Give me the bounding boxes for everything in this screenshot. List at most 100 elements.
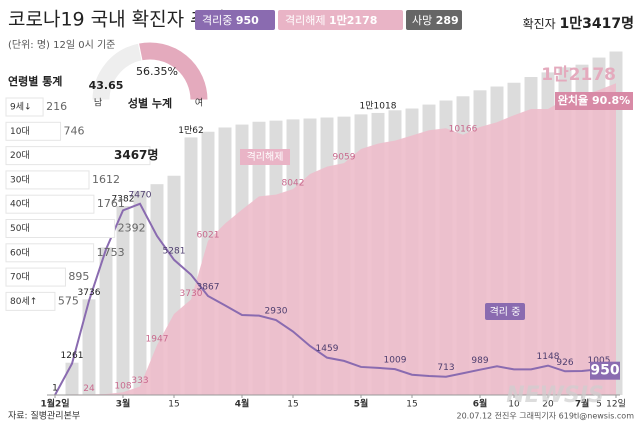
donut-category: 여 bbox=[195, 97, 203, 109]
bar bbox=[65, 362, 79, 395]
x-tick-label: 15 bbox=[406, 400, 417, 410]
age-value: 746 bbox=[64, 124, 85, 137]
age-bar bbox=[5, 243, 95, 263]
data-label: 989 bbox=[471, 356, 488, 366]
x-tick-label: 15 bbox=[287, 400, 298, 410]
data-label: 8042 bbox=[282, 179, 305, 189]
donut-value: 56.35% bbox=[136, 65, 178, 78]
age-bar bbox=[5, 267, 66, 287]
data-label: 333 bbox=[131, 376, 148, 386]
data-label: 10166 bbox=[449, 124, 478, 134]
age-value: 2392 bbox=[118, 222, 146, 235]
x-tick-label: 5 bbox=[596, 400, 602, 410]
data-label: 9059 bbox=[333, 153, 356, 163]
data-label: 1009 bbox=[384, 356, 407, 366]
donut-title: 성별 누계 bbox=[128, 96, 172, 110]
total-confirmed: 확진자 1만3417명 bbox=[523, 15, 634, 32]
badge-value: 950 bbox=[236, 14, 259, 27]
final-isolating-label: 950 bbox=[590, 363, 619, 379]
line-tag bbox=[485, 303, 525, 320]
age-value: 1761 bbox=[97, 197, 125, 210]
badge-label: 사망 bbox=[412, 14, 432, 27]
age-value: 1753 bbox=[97, 246, 125, 259]
area bbox=[55, 83, 616, 396]
data-label: 3730 bbox=[180, 289, 203, 299]
data-label: 7382 bbox=[112, 195, 135, 205]
badge-isolating-text: 격리중 950 bbox=[202, 14, 259, 27]
x-tick-label: 3월 bbox=[116, 398, 131, 410]
badge-value: 1만2178 bbox=[329, 13, 377, 27]
age-value: 1612 bbox=[92, 173, 120, 186]
donut-value: 43.65 bbox=[89, 79, 124, 92]
total-value: 1만3417명 bbox=[560, 15, 634, 32]
data-label: 3736 bbox=[78, 288, 101, 298]
source: 자료: 질병관리본부 bbox=[8, 410, 80, 422]
bar bbox=[133, 190, 147, 395]
data-label: 713 bbox=[437, 363, 454, 373]
badge-value: 289 bbox=[436, 14, 459, 27]
age-bar bbox=[5, 97, 44, 117]
recovery-label: 완치율 bbox=[558, 93, 588, 107]
x-tick-label: 12일 bbox=[606, 399, 626, 410]
age-category: 9세↓ bbox=[10, 102, 32, 113]
age-bar bbox=[5, 121, 62, 141]
x-tick-label: 20 bbox=[542, 400, 554, 410]
data-label: 5281 bbox=[163, 246, 186, 256]
data-label: 926 bbox=[556, 358, 573, 368]
badge-label: 격리해제 bbox=[285, 13, 325, 27]
badge-released bbox=[278, 10, 403, 30]
subtitle: (단위: 명) 12일 0시 기준 bbox=[8, 38, 115, 51]
x-tick-label: 10 bbox=[508, 400, 520, 410]
badge-deaths bbox=[406, 10, 462, 30]
age-category: 40대 bbox=[10, 199, 30, 210]
data-label: 24 bbox=[83, 384, 95, 394]
recovery-text: 완치율 90.8% bbox=[558, 93, 630, 107]
age-value: 895 bbox=[68, 270, 89, 283]
x-tick-label: 15 bbox=[168, 400, 179, 410]
badge-deaths-text: 사망 289 bbox=[412, 14, 459, 27]
age-bar bbox=[5, 170, 90, 190]
total-label: 확진자 bbox=[523, 17, 556, 31]
data-label: 3867 bbox=[197, 283, 220, 293]
final-isolating-box bbox=[590, 361, 620, 380]
final-released-label: 1만2178 bbox=[541, 65, 616, 85]
recovery-tag bbox=[555, 92, 633, 110]
data-label: 1만1018 bbox=[360, 100, 397, 111]
age-bar bbox=[5, 146, 151, 166]
recovery-value: 90.8% bbox=[592, 94, 630, 107]
donut-category: 남 bbox=[94, 98, 102, 109]
age-category: 30대 bbox=[10, 174, 30, 185]
age-chart: 연령별 통계 9세↓ 216 10대 746 20대 3467명 30대 1612 40대 1761… bbox=[5, 74, 158, 311]
age-title: 연령별 통계 bbox=[8, 74, 62, 88]
data-label: 1947 bbox=[146, 335, 169, 345]
line bbox=[54, 202, 617, 396]
age-bar bbox=[5, 219, 116, 238]
data-label: 108 bbox=[114, 382, 131, 392]
data-label: 1만62 bbox=[178, 125, 203, 136]
badge-isolating bbox=[195, 10, 275, 30]
x-tick-label: 4월 bbox=[235, 398, 250, 410]
title: 코로나19 국내 확진자 추이 bbox=[8, 9, 225, 31]
age-value: 216 bbox=[46, 100, 67, 113]
age-category: 80세↑ bbox=[10, 296, 37, 307]
age-category: 20대 bbox=[10, 150, 30, 161]
age-value: 3467명 bbox=[114, 148, 158, 162]
age-category: 50대 bbox=[10, 223, 30, 234]
age-category: 10대 bbox=[10, 126, 30, 137]
bar bbox=[82, 299, 96, 395]
age-bar bbox=[5, 194, 95, 214]
data-label: 6021 bbox=[197, 230, 220, 240]
badge-label: 격리중 bbox=[202, 14, 232, 27]
data-label: 1459 bbox=[316, 344, 339, 354]
x-tick-label: 7월 bbox=[575, 398, 590, 410]
released-tag-label: 격리해제 bbox=[247, 150, 284, 163]
age-category: 70대 bbox=[10, 272, 30, 283]
age-bar bbox=[5, 291, 56, 311]
credit: 20.07.12 전진우 그래픽기자 619tl@newsis.com bbox=[457, 411, 635, 421]
data-label: 1005 bbox=[588, 356, 611, 366]
data-label: 7470 bbox=[129, 190, 152, 200]
gender-chart: 성별 누계 43.65 56.35% 남 여 bbox=[89, 41, 209, 110]
badge-released-text: 격리해제 1만2178 bbox=[285, 13, 377, 27]
data-label: 1148 bbox=[537, 352, 560, 362]
